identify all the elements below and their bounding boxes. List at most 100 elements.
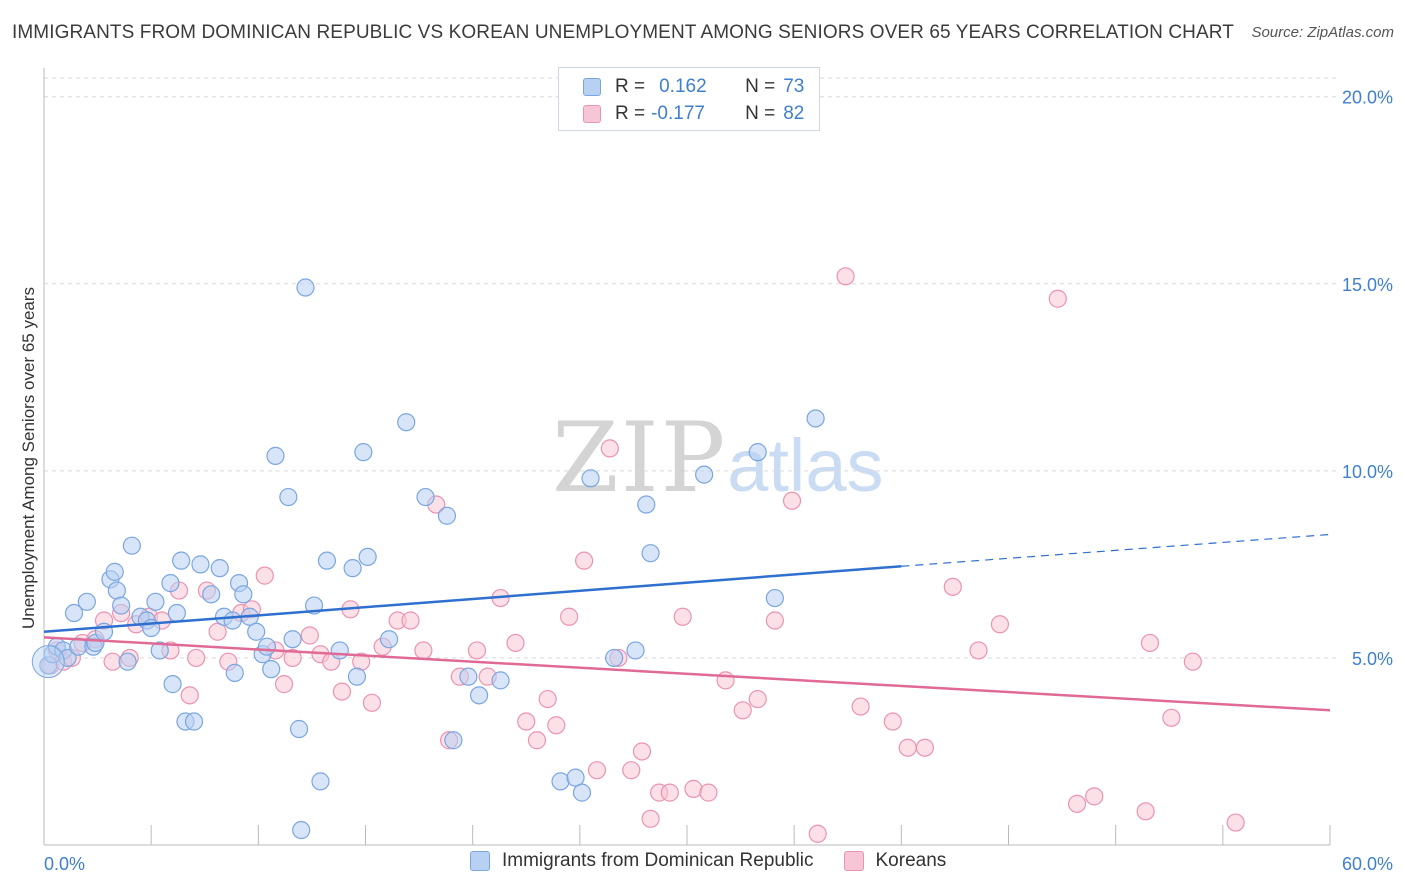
korean-point xyxy=(187,648,206,668)
korean-point xyxy=(1162,708,1181,727)
korean-point xyxy=(600,439,619,458)
series-swatch-blue xyxy=(470,851,490,871)
korean-trend-line xyxy=(43,636,1331,712)
dominican-point xyxy=(491,671,510,690)
korean-point xyxy=(560,607,579,626)
korean-point xyxy=(699,783,718,802)
dominican-point xyxy=(172,551,191,570)
series-legend-korean[interactable]: Koreans xyxy=(843,850,947,872)
dominican-point xyxy=(225,663,244,682)
correlation-legend: R = 0.162 N = 73 R = -0.177 N = 82 xyxy=(558,67,820,131)
series-legend-dominican[interactable]: Immigrants from Dominican Republic xyxy=(470,850,814,872)
y-tick-label: 20.0% xyxy=(1342,88,1393,108)
korean-point xyxy=(808,824,827,843)
dominican-point xyxy=(330,641,349,660)
dominican-point xyxy=(283,630,302,649)
y-tick-label: 10.0% xyxy=(1342,462,1393,482)
dominican-point xyxy=(765,588,784,608)
dominican-point xyxy=(626,641,645,660)
korean-point xyxy=(782,491,802,510)
dominican-point xyxy=(234,585,253,604)
korean-point xyxy=(990,615,1010,634)
korean-point xyxy=(898,738,917,757)
series-legend-label: Immigrants from Dominican Republic xyxy=(502,850,814,871)
dominican-point xyxy=(223,611,242,630)
korean-point xyxy=(765,611,784,630)
dominican-point xyxy=(107,581,126,600)
dominican-point xyxy=(358,547,377,567)
dominican-point xyxy=(279,487,298,507)
y-axis-label: Unemployment Among Seniors over 65 years xyxy=(19,286,38,630)
korean-point xyxy=(632,742,652,761)
legend-swatch-blue xyxy=(583,78,601,96)
series-legend-label: Koreans xyxy=(875,850,947,871)
dominican-point xyxy=(459,667,478,686)
dominican-point xyxy=(637,495,656,514)
dominican-points xyxy=(31,278,825,840)
dominican-point xyxy=(161,573,180,593)
dominican-point xyxy=(641,544,660,563)
legend-r-label: R = xyxy=(615,103,646,124)
korean-point xyxy=(660,783,679,802)
korean-point xyxy=(915,738,935,757)
watermark: ZIPatlas xyxy=(552,402,884,514)
dominican-point xyxy=(292,820,311,840)
korean-point xyxy=(716,671,735,690)
dominican-point xyxy=(572,783,592,802)
tick-labels: 5.0% 10.0% 15.0% 20.0% 0.0% 60.0% xyxy=(44,88,1393,874)
korean-point xyxy=(1085,787,1104,806)
korean-point xyxy=(208,622,227,641)
watermark-zip: ZIP xyxy=(552,402,728,514)
dominican-point xyxy=(191,555,210,574)
korean-point xyxy=(255,566,274,585)
dominican-point xyxy=(806,409,825,428)
dominican-point xyxy=(64,603,84,623)
dominican-point xyxy=(581,469,600,488)
korean-point xyxy=(467,641,487,660)
dominican-point xyxy=(343,559,362,578)
korean-point xyxy=(622,761,641,780)
gridlines xyxy=(44,77,1336,659)
source-credit: Source: ZipAtlas.com xyxy=(1251,24,1394,41)
dominican-point xyxy=(551,772,570,791)
dominican-point xyxy=(748,443,767,462)
dominican-point xyxy=(416,487,435,507)
korean-point xyxy=(673,607,692,626)
dominican-point xyxy=(167,603,186,623)
y-tick-label: 5.0% xyxy=(1352,649,1393,669)
dominican-point xyxy=(444,731,463,750)
series-legend: Immigrants from Dominican Republic Korea… xyxy=(470,850,976,872)
dominican-point xyxy=(437,506,457,525)
korean-point xyxy=(538,689,557,709)
dominican-point xyxy=(566,768,585,787)
korean-point xyxy=(1183,652,1202,671)
dominican-point xyxy=(262,660,281,679)
dominican-point xyxy=(311,772,330,791)
korean-point xyxy=(300,626,319,645)
dominican-point xyxy=(77,592,96,611)
dominican-point xyxy=(289,719,309,739)
korean-point xyxy=(748,689,767,709)
dominican-trend-line xyxy=(43,565,902,633)
korean-point xyxy=(274,675,294,694)
dominican-point-cluster xyxy=(31,645,65,679)
korean-point xyxy=(414,641,433,660)
korean-point xyxy=(883,712,902,731)
korean-point xyxy=(332,682,352,701)
korean-point xyxy=(362,693,382,712)
legend-n-value: 82 xyxy=(783,103,805,124)
dominican-point xyxy=(150,641,169,660)
legend-r-value: 0.162 xyxy=(659,76,707,97)
axes xyxy=(43,68,1331,846)
korean-point xyxy=(1136,802,1155,821)
korean-point xyxy=(943,577,962,596)
dominican-point xyxy=(247,622,266,641)
legend-r-value: -0.177 xyxy=(651,103,705,124)
dominican-point xyxy=(469,686,489,705)
dominican-point xyxy=(695,465,714,484)
korean-point xyxy=(641,809,660,828)
dominican-trend-extension xyxy=(901,533,1331,567)
legend-row-korean: R = -0.177 N = 82 xyxy=(583,101,804,127)
dominican-point xyxy=(296,278,315,297)
korean-point xyxy=(575,551,594,570)
